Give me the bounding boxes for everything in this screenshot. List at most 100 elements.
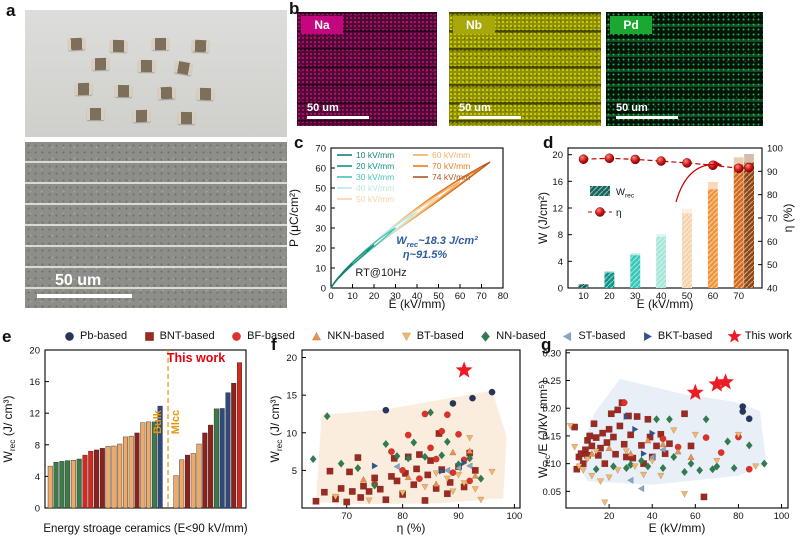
sem-cross-section-image: 50 um (25, 142, 287, 308)
svg-text:16: 16 (552, 177, 563, 188)
square-marker-icon (144, 331, 154, 341)
legend-item-bt: BT-based (399, 330, 464, 343)
svg-text:Mlcc: Mlcc (170, 410, 182, 434)
wrec-comparison-bar (70, 460, 76, 509)
ceramic-chips-photo (25, 10, 287, 137)
this-work-star (717, 373, 734, 390)
svg-text:12: 12 (552, 204, 563, 215)
wrec-comparison-bar (208, 424, 214, 509)
wrec-comparison-bar (117, 443, 123, 509)
star-marker-icon (727, 329, 742, 342)
wrec-comparison-bar (202, 432, 208, 509)
svg-text:η: η (616, 208, 622, 219)
wrec-comparison-bar (111, 445, 117, 509)
svg-text:η (%): η (%) (397, 521, 426, 535)
legend-item-pb: Pb-based (62, 330, 127, 343)
svg-text:15: 15 (286, 391, 297, 402)
ceramic-chip (191, 39, 210, 53)
svg-text:20: 20 (552, 150, 563, 161)
svg-text:5: 5 (292, 466, 297, 477)
legend-item-bnt: BNT-based (142, 330, 215, 343)
svg-text:20: 20 (369, 291, 380, 302)
svg-text:W (J/cm²): W (J/cm²) (538, 192, 550, 244)
wrec-comparison-bar (65, 460, 71, 509)
svg-text:Wrec (J/ cm³): Wrec (J/ cm³) (268, 396, 284, 463)
svg-text:0: 0 (35, 504, 40, 515)
sem-scale-label: 50 um (55, 272, 102, 289)
svg-text:80: 80 (498, 291, 509, 302)
svg-text:60: 60 (455, 291, 466, 302)
svg-text:40: 40 (315, 204, 326, 215)
svg-text:0: 0 (558, 284, 563, 295)
wrec-comparison-bar (82, 454, 88, 509)
svg-text:60: 60 (767, 237, 778, 248)
wrec-comparison-bar (157, 405, 163, 509)
panel-label-b: b (289, 0, 300, 18)
svg-text:80: 80 (767, 190, 778, 201)
ceramic-chip (151, 37, 170, 51)
series-legend: Pb-based BNT-based BF-based NKN-based BT-bas… (62, 327, 792, 345)
tri-left-marker-icon (563, 331, 572, 341)
wrec-comparison-bar (76, 458, 82, 509)
diamond-marker-icon (481, 330, 491, 342)
na-scale-label: 50 um (307, 102, 339, 114)
wrec-comparison-bar (151, 421, 157, 509)
panel-label-e: e (2, 327, 12, 346)
sem-scale-line (37, 294, 132, 298)
chart-wrece-vs-e-scatter: 20 40 60 80 100 0.05 0.10 0.15 0.20 0.25 0.30 E (kV… (536, 338, 800, 544)
svg-text:0.05: 0.05 (543, 487, 562, 498)
svg-text:E (kV/mm): E (kV/mm) (389, 297, 446, 311)
legend-item-bf: BF-based (229, 330, 295, 343)
wrec-comparison-bar (196, 443, 202, 509)
wrec-comparison-bar (140, 422, 146, 509)
svg-text:70: 70 (341, 511, 352, 522)
wrec-comparison-bar (184, 454, 190, 509)
wrec-comparison-bar (225, 392, 231, 509)
svg-text:100: 100 (774, 511, 790, 522)
svg-text:60 kV/mm: 60 kV/mm (432, 150, 470, 160)
svg-text:P (μC/cm²): P (μC/cm²) (287, 189, 301, 247)
ceramic-chip (87, 108, 104, 120)
svg-text:η~91.5%: η~91.5% (403, 249, 448, 261)
wrec-comparison-bar (128, 435, 134, 509)
svg-text:70 kV/mm: 70 kV/mm (432, 161, 470, 171)
svg-text:60: 60 (315, 164, 326, 175)
ceramic-chip (132, 109, 151, 123)
svg-text:10 kV/mm: 10 kV/mm (356, 150, 394, 160)
legend-item-bkt: BKT-based (640, 330, 712, 343)
svg-text:4: 4 (35, 472, 40, 483)
wrec-comparison-bar (173, 475, 179, 509)
svg-text:8: 8 (35, 440, 40, 451)
wrec-comparison-bar (179, 459, 185, 509)
svg-text:12: 12 (29, 409, 40, 420)
svg-text:50: 50 (682, 291, 693, 302)
svg-text:Bulk: Bulk (152, 409, 164, 434)
eta-point (630, 154, 641, 165)
ceramic-chip (174, 60, 193, 76)
wrec-comparison-bar (47, 465, 53, 509)
tri-down-marker-icon (401, 332, 411, 341)
svg-text:0: 0 (328, 291, 333, 302)
wrec-comparison-bar (219, 408, 225, 509)
panel-label-f: f (271, 335, 277, 354)
ceramic-chip (114, 84, 133, 98)
svg-text:40: 40 (656, 291, 667, 302)
svg-text:20: 20 (286, 353, 297, 364)
panel-label-g: g (541, 335, 552, 354)
svg-text:20: 20 (29, 346, 40, 357)
eta-point (733, 163, 744, 174)
svg-text:70: 70 (315, 144, 326, 155)
svg-text:100: 100 (767, 144, 783, 155)
eta-line (583, 157, 750, 169)
circle-marker-icon (232, 331, 242, 341)
nb-scale-label: 50 um (459, 102, 491, 114)
svg-text:0.20: 0.20 (543, 404, 562, 415)
svg-text:60: 60 (708, 291, 719, 302)
chart-wrec-vs-eta-scatter: 70 80 90 100 5 10 15 20 η (%) Wrec (J/ cm³) (268, 338, 536, 544)
svg-text:50: 50 (315, 184, 326, 195)
svg-text:70: 70 (733, 291, 744, 302)
svg-text:74 kV/mm: 74 kV/mm (432, 172, 470, 182)
svg-text:η (%): η (%) (781, 204, 795, 233)
legend-item-st: ST-based (560, 330, 625, 343)
